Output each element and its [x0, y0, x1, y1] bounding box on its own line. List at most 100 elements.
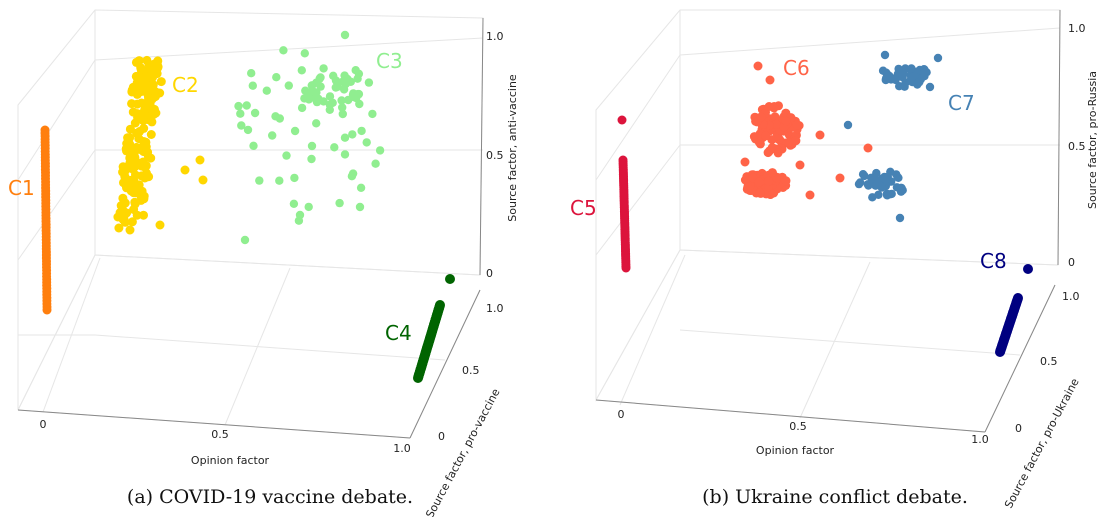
data-point — [791, 136, 801, 146]
data-point — [371, 159, 380, 168]
data-point — [867, 173, 876, 182]
data-point — [920, 67, 929, 76]
data-point — [275, 176, 284, 185]
data-point — [279, 46, 288, 55]
data-point — [297, 103, 307, 113]
x-axis-label: Opinion factor — [191, 454, 270, 467]
cluster-c1 — [40, 125, 52, 315]
cluster-c4 — [413, 274, 455, 383]
data-point — [348, 130, 357, 139]
data-point — [1023, 264, 1033, 274]
data-point — [42, 305, 52, 315]
y-tick-label: 0 — [438, 430, 445, 443]
data-point — [316, 73, 325, 82]
z-axis-label: Source factor, pro-Russia — [1086, 71, 1099, 209]
data-point — [854, 179, 864, 189]
data-point — [767, 168, 777, 178]
y-axis-label: Source factor, pro-Ukraine — [1002, 376, 1082, 510]
data-point — [754, 137, 764, 147]
data-point — [250, 108, 260, 118]
data-point — [881, 174, 890, 184]
data-point — [330, 143, 339, 152]
data-point — [906, 76, 915, 85]
cluster-label: C8 — [980, 249, 1007, 273]
cluster-label: C3 — [376, 49, 403, 73]
data-point — [308, 86, 317, 96]
data-point — [815, 130, 825, 140]
y-tick-label: 0.5 — [1040, 355, 1058, 368]
data-point — [877, 183, 886, 192]
axis-lines-b — [595, 9, 1061, 433]
data-point — [129, 148, 139, 158]
data-point — [767, 143, 777, 153]
data-point — [275, 114, 284, 123]
data-point — [151, 108, 161, 118]
data-point — [262, 86, 271, 95]
data-point — [136, 73, 145, 83]
data-point — [307, 154, 316, 164]
data-point — [155, 220, 165, 230]
z-tick-label: 0 — [486, 267, 493, 280]
cluster-label: C5 — [570, 196, 597, 220]
data-point — [295, 210, 305, 220]
x-tick-label: 1.0 — [971, 433, 989, 446]
data-point — [240, 235, 250, 245]
cluster-c3 — [234, 30, 385, 245]
data-point — [340, 30, 350, 40]
data-point — [282, 151, 291, 160]
cluster-c2 — [113, 55, 208, 235]
data-point — [297, 66, 306, 75]
x-tick-label: 0.5 — [211, 428, 229, 441]
data-point — [784, 137, 793, 147]
data-point — [255, 176, 264, 185]
data-point — [142, 88, 152, 98]
data-point — [792, 120, 802, 130]
data-point — [125, 139, 135, 149]
data-point — [180, 165, 190, 175]
data-point — [248, 81, 257, 90]
data-point — [764, 102, 774, 111]
cluster-label: C2 — [172, 73, 199, 97]
data-point — [863, 143, 873, 153]
data-point — [146, 130, 156, 139]
data-point — [234, 101, 243, 111]
data-point — [340, 133, 350, 142]
plot-ukraine-conflict: 0 0.5 1.0 0 0.5 1.0 0 0.5 1.0 Opinion factor Sourc… — [570, 9, 1099, 510]
data-point — [132, 210, 142, 220]
data-point — [237, 121, 246, 130]
data-point — [764, 176, 774, 186]
data-point — [933, 53, 943, 63]
data-point — [843, 120, 853, 130]
data-point — [781, 176, 791, 186]
x-tick-label: 0.5 — [789, 420, 807, 433]
y-tick-label: 0.5 — [462, 364, 480, 377]
data-point — [413, 373, 423, 383]
data-point — [805, 190, 815, 200]
data-point — [319, 97, 328, 106]
data-point — [348, 169, 358, 178]
y-tick-label: 1.0 — [1062, 290, 1080, 303]
grid-lines-b — [595, 9, 1061, 433]
data-point — [132, 157, 141, 167]
cluster-label: C4 — [385, 321, 412, 345]
data-point — [339, 85, 349, 94]
data-point — [307, 141, 317, 151]
caption-a: (a) COVID-19 vaccine debate. — [126, 486, 414, 508]
data-point — [765, 75, 775, 85]
data-point — [118, 193, 128, 203]
data-point — [781, 116, 791, 126]
data-point — [897, 67, 906, 76]
data-point — [771, 119, 781, 129]
cluster-c8 — [995, 264, 1033, 357]
data-point — [122, 208, 132, 218]
data-point — [156, 77, 166, 87]
data-point — [290, 173, 299, 183]
data-point — [755, 188, 765, 198]
data-point — [141, 142, 151, 152]
data-point — [740, 157, 750, 167]
data-point — [272, 73, 281, 82]
data-point — [621, 263, 631, 273]
data-point — [114, 223, 124, 233]
data-point — [147, 66, 157, 76]
x-tick-label: 0 — [40, 418, 47, 431]
